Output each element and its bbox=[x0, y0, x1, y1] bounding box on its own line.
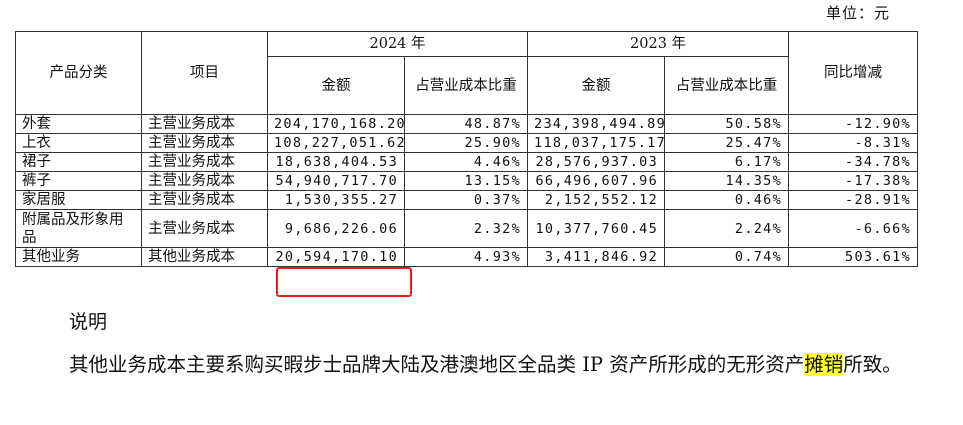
table-row: 裤子 主营业务成本 54,940,717.70 13.15% 66,496,607.96… bbox=[15, 171, 919, 191]
cell-amount-2024: 20,594,170.10 bbox=[267, 247, 405, 267]
cell-amount-2024: 1,530,355.27 bbox=[267, 190, 405, 210]
cell-item: 主营业务成本 bbox=[141, 133, 268, 153]
cell-yoy: -6.66% bbox=[788, 209, 919, 248]
cell-amount-2023: 234,398,494.89 bbox=[527, 114, 666, 134]
cell-amount-2023: 28,576,937.03 bbox=[527, 152, 666, 172]
cell-ratio-2024: 48.87% bbox=[403, 114, 529, 134]
cell-item: 主营业务成本 bbox=[141, 114, 268, 134]
cell-ratio-2023: 0.46% bbox=[664, 190, 790, 210]
cell-ratio-2024: 25.90% bbox=[403, 133, 529, 153]
cell-ratio-2024: 13.15% bbox=[403, 171, 529, 191]
cell-category: 上衣 bbox=[15, 133, 142, 153]
cell-yoy: -17.38% bbox=[788, 171, 919, 191]
header-item: 项目 bbox=[141, 31, 268, 115]
cell-amount-2024: 9,686,226.06 bbox=[267, 209, 405, 248]
cell-ratio-2024: 0.37% bbox=[403, 190, 529, 210]
cell-ratio-2023: 14.35% bbox=[664, 171, 790, 191]
table-row: 附属品及形象用品 主营业务成本 9,686,226.06 2.32% 10,377,76… bbox=[15, 209, 919, 248]
cell-ratio-2024: 4.46% bbox=[403, 152, 529, 172]
header-row-columns: 金额 占营业成本比重 金额 占营业成本比重 bbox=[16, 56, 918, 115]
cell-category: 其他业务 bbox=[15, 247, 142, 267]
header-ratio-2024: 占营业成本比重 bbox=[403, 56, 529, 115]
unit-label: 单位：元 bbox=[826, 4, 891, 22]
header-year-2023: 2023 年 bbox=[527, 31, 790, 57]
header-amount-2023: 金额 bbox=[527, 56, 666, 115]
cell-category: 外套 bbox=[15, 114, 142, 134]
cell-yoy: -28.91% bbox=[788, 190, 919, 210]
cell-category: 裤子 bbox=[15, 171, 142, 191]
header-year-2024: 2024 年 bbox=[266, 31, 529, 57]
cell-item: 主营业务成本 bbox=[141, 171, 268, 191]
note-body-text: 其他业务成本主要系购买暇步士品牌大陆及港澳地区全品类 IP 资产所形成的无形资产 bbox=[69, 353, 805, 376]
note-body: 其他业务成本主要系购买暇步士品牌大陆及港澳地区全品类 IP 资产所形成的无形资产… bbox=[23, 344, 923, 385]
table-row: 裙子 主营业务成本 18,638,404.53 4.46% 28,576,937.03 6… bbox=[15, 152, 919, 172]
note-title: 说明 bbox=[69, 311, 108, 333]
cell-amount-2024: 18,638,404.53 bbox=[267, 152, 405, 172]
cell-amount-2024: 108,227,051.62 bbox=[267, 133, 405, 153]
header-category: 产品分类 bbox=[15, 31, 142, 115]
cell-amount-2023: 3,411,846.92 bbox=[527, 247, 666, 267]
cell-ratio-2023: 25.47% bbox=[664, 133, 790, 153]
table-row: 家居服 主营业务成本 1,530,355.27 0.37% 2,152,552.12 0.… bbox=[15, 190, 919, 210]
cell-category: 裙子 bbox=[15, 152, 142, 172]
cell-amount-2023: 2,152,552.12 bbox=[527, 190, 666, 210]
cost-table: 产品分类 项目 2024 年 2023 年 同比增减 金额 占营业成本比重 金额… bbox=[15, 31, 919, 267]
header-yoy: 同比增减 bbox=[788, 31, 919, 115]
cell-item: 主营业务成本 bbox=[141, 190, 268, 210]
table-row: 上衣 主营业务成本 108,227,051.62 25.90% 118,037,175.… bbox=[15, 133, 919, 153]
cell-ratio-2024: 4.93% bbox=[403, 247, 529, 267]
highlight-box bbox=[276, 267, 412, 297]
table-row: 外套 主营业务成本 204,170,168.20 48.87% 234,398,494.… bbox=[15, 114, 919, 134]
cell-category: 家居服 bbox=[15, 190, 142, 210]
cell-ratio-2023: 0.74% bbox=[664, 247, 790, 267]
cell-ratio-2023: 6.17% bbox=[664, 152, 790, 172]
cell-amount-2024: 204,170,168.20 bbox=[267, 114, 405, 134]
cell-yoy: -8.31% bbox=[788, 133, 919, 153]
header-row-years: 产品分类 项目 2024 年 2023 年 同比增减 bbox=[15, 31, 919, 115]
cell-yoy: -34.78% bbox=[788, 152, 919, 172]
header-ratio-2023: 占营业成本比重 bbox=[664, 56, 790, 115]
cell-amount-2023: 66,496,607.96 bbox=[527, 171, 666, 191]
cell-ratio-2023: 2.24% bbox=[664, 209, 790, 248]
cell-item: 其他业务成本 bbox=[141, 247, 268, 267]
cell-ratio-2024: 2.32% bbox=[403, 209, 529, 248]
cell-item: 主营业务成本 bbox=[141, 152, 268, 172]
cell-amount-2023: 10,377,760.45 bbox=[527, 209, 666, 248]
cell-amount-2023: 118,037,175.17 bbox=[527, 133, 666, 153]
cell-item: 主营业务成本 bbox=[141, 209, 268, 248]
cell-ratio-2023: 50.58% bbox=[664, 114, 790, 134]
cell-yoy: 503.61% bbox=[788, 247, 919, 267]
table-row: 其他业务 其他业务成本 20,594,170.10 4.93% 3,411,846.92… bbox=[15, 247, 919, 267]
cell-yoy: -12.90% bbox=[788, 114, 919, 134]
cell-amount-2024: 54,940,717.70 bbox=[267, 171, 405, 191]
note-body-end: 所致。 bbox=[843, 353, 902, 376]
note-highlight: 摊销 bbox=[804, 353, 844, 376]
header-amount-2024: 金额 bbox=[267, 56, 405, 115]
cell-category: 附属品及形象用品 bbox=[15, 209, 142, 248]
